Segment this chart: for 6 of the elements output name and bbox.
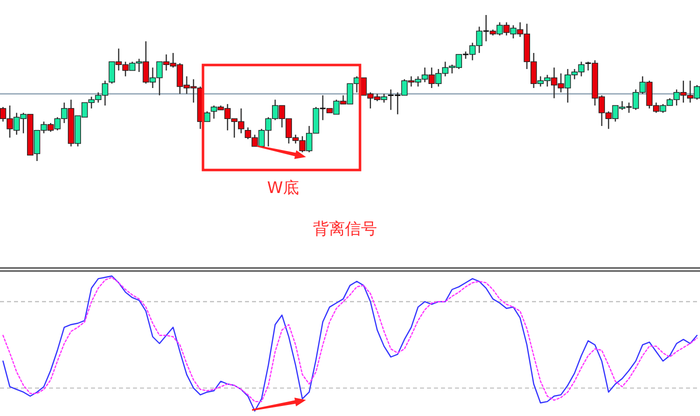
- candlestick: [320, 94, 326, 121]
- candlestick: [204, 110, 210, 122]
- text: W底: [267, 178, 299, 197]
- candlestick: [483, 14, 489, 42]
- text: 背离信号: [313, 219, 377, 238]
- candlestick: [462, 50, 468, 60]
